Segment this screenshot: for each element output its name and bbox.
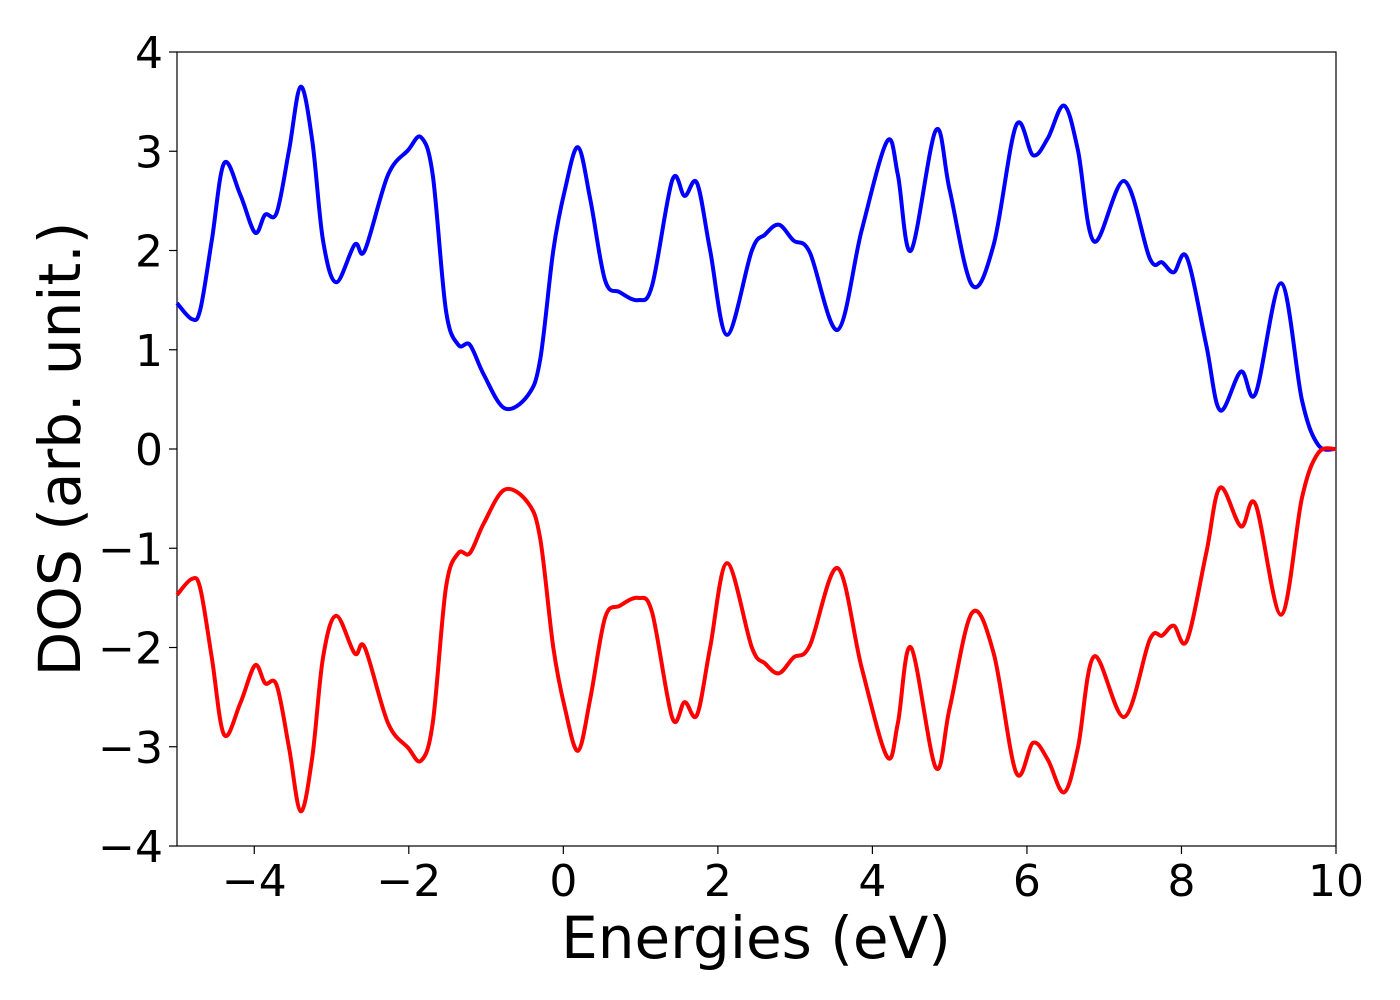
x-tick-label: −4 — [222, 856, 287, 907]
x-tick-label: 6 — [1013, 856, 1041, 907]
x-tick-label: 10 — [1308, 856, 1364, 907]
y-tick-label: 0 — [135, 425, 163, 476]
y-tick-label: 1 — [135, 326, 163, 377]
y-axis-label: DOS (arb. unit.) — [26, 222, 94, 677]
x-tick-label: 8 — [1167, 856, 1195, 907]
y-tick-label: −4 — [98, 822, 163, 873]
y-tick-label: −1 — [98, 524, 163, 575]
x-tick-label: 4 — [858, 856, 886, 907]
series-line — [175, 446, 1337, 814]
x-tick-label: 0 — [549, 856, 577, 907]
x-tick-label: −2 — [376, 856, 441, 907]
x-tick-label: 2 — [704, 856, 732, 907]
series-line — [175, 84, 1337, 452]
y-tick-label: −2 — [98, 624, 163, 675]
y-tick-label: 2 — [135, 227, 163, 278]
y-tick-label: 4 — [135, 28, 163, 79]
x-axis-label: Energies (eV) — [561, 904, 951, 972]
y-tick-label: 3 — [135, 127, 163, 178]
y-tick-label: −3 — [98, 723, 163, 774]
